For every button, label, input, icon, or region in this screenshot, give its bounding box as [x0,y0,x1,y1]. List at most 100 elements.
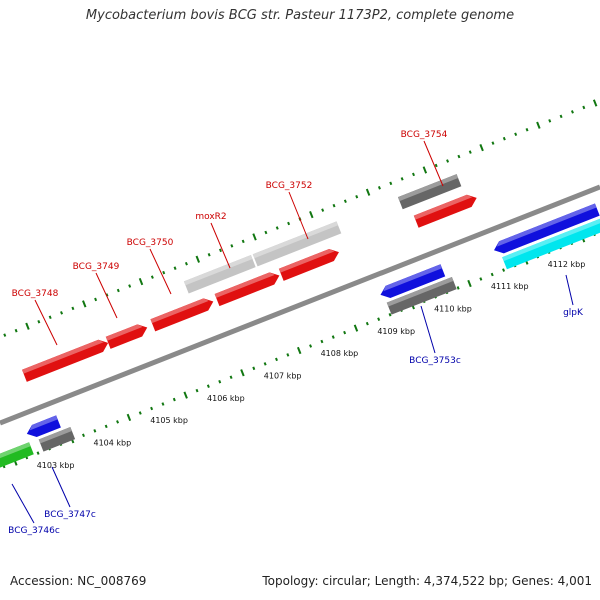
tick-mark [287,221,291,226]
gene-arrow-highlight [502,218,600,262]
position-label: 4106 kbp [207,394,245,403]
tick-mark [14,328,18,333]
tick-mark [3,333,7,337]
gene-arrow-highlight [22,339,104,374]
tick-mark [365,321,369,326]
tick-mark [309,344,313,348]
tick-mark [467,279,472,288]
leader-line [423,140,444,187]
position-labels: 4103 kbp 4104 kbp 4105 kbp 4106 kbp 4107 kbp… [37,260,586,470]
tick-mark [332,203,336,208]
tick-mark [456,286,460,290]
tick-mark [388,312,392,317]
tick-mark [377,317,381,321]
position-label: 4110 kbp [434,305,472,314]
tick-mark [592,99,598,107]
gene-features [0,174,600,468]
tick-mark [219,248,222,253]
gene-arrow-highlight [413,194,473,220]
genome-info-text: Topology: circular; Length: 4,374,522 bp… [262,574,592,588]
tick-mark [138,411,142,415]
tick-mark [320,339,324,344]
tick-mark [60,311,64,315]
tick-mark [207,253,211,257]
tick-mark [582,105,586,110]
map-title: Mycobacterium bovis BCG str. Pasteur 117… [85,8,515,23]
tick-mark [434,163,438,168]
gene-arrow-highlight [38,427,72,444]
tick-mark [241,239,245,244]
tick-mark [321,208,325,212]
tick-mark [94,297,98,302]
position-label: 4103 kbp [37,461,75,470]
gene-label: BCG_3750 [127,238,174,248]
position-label: 4104 kbp [93,438,131,447]
gene-arrow [214,272,280,307]
leader-line [420,305,436,354]
gene-arrow [0,442,34,468]
tick-mark [36,451,40,455]
gene-arrow-highlight [29,415,58,431]
tick-mark [264,230,268,235]
position-label: 4107 kbp [264,371,302,380]
position-label: 4111 kbp [491,282,529,291]
gene-arrow [278,248,339,281]
tick-mark [355,194,359,199]
tick-mark [263,362,267,366]
tick-mark [422,166,428,174]
tick-mark [195,388,199,393]
tick-mark [252,233,257,241]
tick-mark [570,110,574,114]
gene-arrow-highlight [214,272,275,298]
tick-mark [331,335,335,339]
tick-mark [150,406,154,411]
gene-label: BCG_3754 [401,130,448,140]
tick-mark [37,319,41,324]
tick-mark [128,284,132,288]
tick-mark [491,141,495,145]
tick-mark [490,272,494,277]
tick-mark [536,121,541,129]
gene-arrow-highlight [278,248,335,273]
genome-backbone [0,184,600,426]
tick-mark [82,300,87,308]
leader-line [288,191,309,240]
tick-mark [343,330,347,335]
tick-mark [240,369,245,377]
position-label: 4108 kbp [321,349,359,358]
gene-arrow-highlight [496,203,597,247]
tick-mark [389,181,393,186]
tick-mark [116,420,120,424]
tick-mark [548,119,552,123]
tick-mark [25,322,30,330]
tick-mark [183,391,188,399]
outer-tick-ring [3,99,598,337]
tick-mark [71,306,75,311]
gene-label: BCG_3753c [409,356,461,366]
tick-mark [353,324,359,332]
tick-mark [48,315,52,320]
tick-mark [559,114,563,119]
tick-mark [218,379,222,384]
gene-label: BCG_3747c [44,510,96,520]
tick-mark [457,154,461,159]
gene-arrow-highlight [397,174,459,202]
tick-mark [479,143,484,152]
position-label: 4109 kbp [377,327,415,336]
tick-mark [309,210,314,219]
gene-label: BCG_3752 [266,181,313,191]
gene-arrow-highlight [150,298,209,324]
gene-arrow-highlight [183,255,253,286]
gene-label: BCG_3748 [12,289,59,299]
tick-mark [206,384,210,388]
gene-arrow-highlight [252,221,339,259]
tick-mark [275,357,278,362]
tick-mark [161,402,165,406]
gene-label: BCG_3746c [8,526,60,536]
gene-arrow [105,324,148,349]
leader-line [149,248,172,295]
tick-mark [296,346,302,355]
tick-mark [252,366,256,371]
gene-arrow-highlight [0,442,31,459]
